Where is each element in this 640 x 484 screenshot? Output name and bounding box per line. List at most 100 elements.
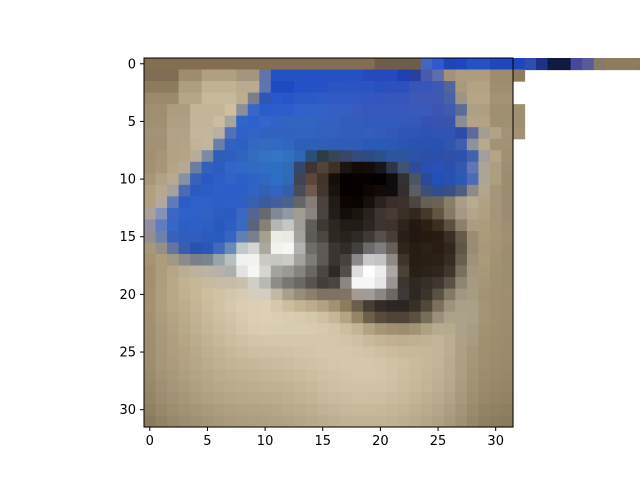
pixel-run xyxy=(179,392,191,404)
pixel-run xyxy=(225,127,237,139)
pixel-run xyxy=(248,162,260,174)
pixel-run xyxy=(213,150,225,162)
pixel-run xyxy=(340,254,352,266)
pixel-run xyxy=(409,93,421,105)
pixel-run xyxy=(340,243,352,255)
pixel-run xyxy=(478,346,490,358)
pixel-run xyxy=(375,243,387,255)
pixel-run xyxy=(455,404,467,416)
pixel-run xyxy=(398,231,410,243)
pixel-run xyxy=(444,116,456,128)
pixel-run xyxy=(179,139,191,151)
pixel-run xyxy=(444,392,456,404)
pixel-run xyxy=(236,208,248,220)
pixel-run xyxy=(179,208,191,220)
pixel-run xyxy=(225,196,237,208)
pixel-run xyxy=(236,404,248,416)
pixel-run xyxy=(236,116,248,128)
pixel-run xyxy=(375,404,387,416)
pixel-run xyxy=(317,300,329,312)
pixel-run xyxy=(467,381,479,393)
pixel-run xyxy=(398,404,410,416)
pixel-run xyxy=(398,358,410,370)
pixel-run xyxy=(432,162,444,174)
pixel-run xyxy=(317,116,341,128)
pixel-run xyxy=(501,369,513,381)
pixel-run xyxy=(444,58,456,70)
pixel-run xyxy=(144,219,156,231)
pixel-run xyxy=(421,208,433,220)
pixel-run xyxy=(156,323,168,335)
pixel-run xyxy=(156,185,168,197)
pixel-run xyxy=(421,323,433,335)
pixel-run xyxy=(282,139,294,151)
pixel-run xyxy=(490,116,525,128)
pixel-run xyxy=(340,358,352,370)
pixel-run xyxy=(271,219,283,231)
pixel-run xyxy=(190,231,202,243)
pixel-run xyxy=(179,415,191,427)
pixel-run xyxy=(478,323,490,335)
pixel-run xyxy=(156,381,168,393)
pixel-run xyxy=(248,277,260,289)
pixel-run xyxy=(467,139,479,151)
pixel-run xyxy=(478,381,490,393)
pixel-run xyxy=(467,369,479,381)
pixel-run xyxy=(432,335,444,347)
pixel-run xyxy=(305,243,317,255)
pixel-run xyxy=(375,162,387,174)
pixel-run xyxy=(282,312,294,324)
pixel-run xyxy=(375,58,422,70)
pixel-run xyxy=(386,127,398,139)
y-tick-label: 10 xyxy=(119,173,136,188)
pixel-run xyxy=(225,104,237,116)
pixel-run xyxy=(202,323,214,335)
pixel-run xyxy=(478,104,490,116)
pixel-run xyxy=(294,266,306,278)
pixel-run xyxy=(490,243,502,255)
pixel-run xyxy=(282,323,294,335)
pixel-run xyxy=(467,116,491,128)
x-tick-label: 30 xyxy=(487,434,504,449)
pixel-run xyxy=(432,243,444,255)
pixel-run xyxy=(225,289,237,301)
pixel-run xyxy=(282,381,294,393)
pixel-run xyxy=(409,150,421,162)
pixel-run xyxy=(398,289,410,301)
pixel-run xyxy=(179,404,191,416)
pixel-run xyxy=(271,104,295,116)
pixel-run xyxy=(409,231,421,243)
pixel-run xyxy=(213,323,225,335)
pixel-run xyxy=(248,346,260,358)
pixel-run xyxy=(329,369,341,381)
pixel-run xyxy=(386,254,398,266)
pixel-run xyxy=(317,266,329,278)
pixel-run xyxy=(259,254,271,266)
pixel-run xyxy=(144,392,156,404)
pixel-run xyxy=(409,173,421,185)
pixel-run xyxy=(202,381,214,393)
pixel-run xyxy=(190,208,202,220)
pixel-run xyxy=(259,93,271,105)
pixel-run xyxy=(329,277,341,289)
pixel-run xyxy=(490,231,502,243)
pixel-run xyxy=(271,139,283,151)
pixel-run xyxy=(282,150,294,162)
pixel-run xyxy=(478,150,490,162)
x-tick-label: 5 xyxy=(203,434,211,449)
pixel-run xyxy=(421,358,433,370)
pixel-run xyxy=(490,289,502,301)
pixel-run xyxy=(329,162,341,174)
pixel-run xyxy=(156,415,168,427)
pixel-run xyxy=(294,289,306,301)
pixel-run xyxy=(432,323,444,335)
pixel-run xyxy=(444,231,456,243)
pixel-run xyxy=(329,266,341,278)
pixel-run xyxy=(432,346,444,358)
pixel-run xyxy=(467,219,479,231)
pixel-run xyxy=(478,196,490,208)
pixel-run xyxy=(467,289,479,301)
pixel-run xyxy=(156,404,168,416)
pixel-run xyxy=(329,185,341,197)
pixel-run xyxy=(225,150,237,162)
